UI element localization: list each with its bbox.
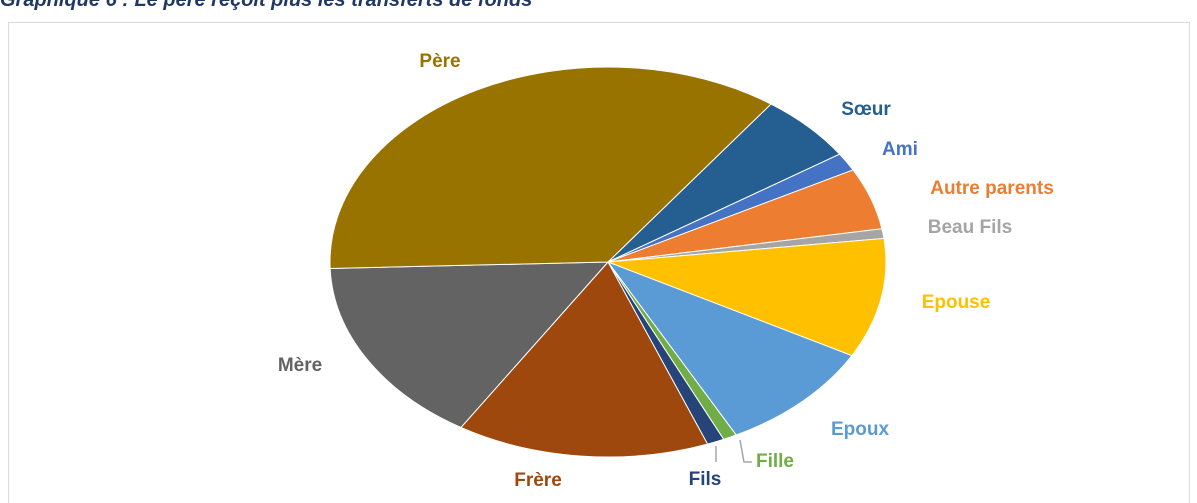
- leader-line: [739, 439, 752, 463]
- pie-slice: [606, 260, 853, 436]
- slice-label: Epoux: [831, 419, 889, 440]
- slice-label: Mère: [278, 355, 322, 376]
- slice-label: Père: [419, 51, 460, 72]
- slice-label: Fils: [689, 469, 722, 490]
- pie-slice: [607, 237, 887, 357]
- slice-label: Fille: [756, 451, 794, 472]
- slice-label: Sœur: [841, 99, 891, 120]
- pie-slice: [329, 66, 772, 269]
- pie-slice: [460, 261, 709, 458]
- slice-label: Ami: [882, 139, 918, 160]
- slice-label: Epouse: [922, 292, 991, 313]
- slice-label: Autre parents: [930, 178, 1054, 199]
- pie-slice: [329, 261, 610, 429]
- slice-label: Frère: [514, 470, 562, 491]
- chart-title: Graphique 6 : Le père reçoit plus les tr…: [0, 0, 533, 11]
- slice-label: Beau Fils: [928, 217, 1012, 238]
- chart-frame: [8, 22, 1190, 503]
